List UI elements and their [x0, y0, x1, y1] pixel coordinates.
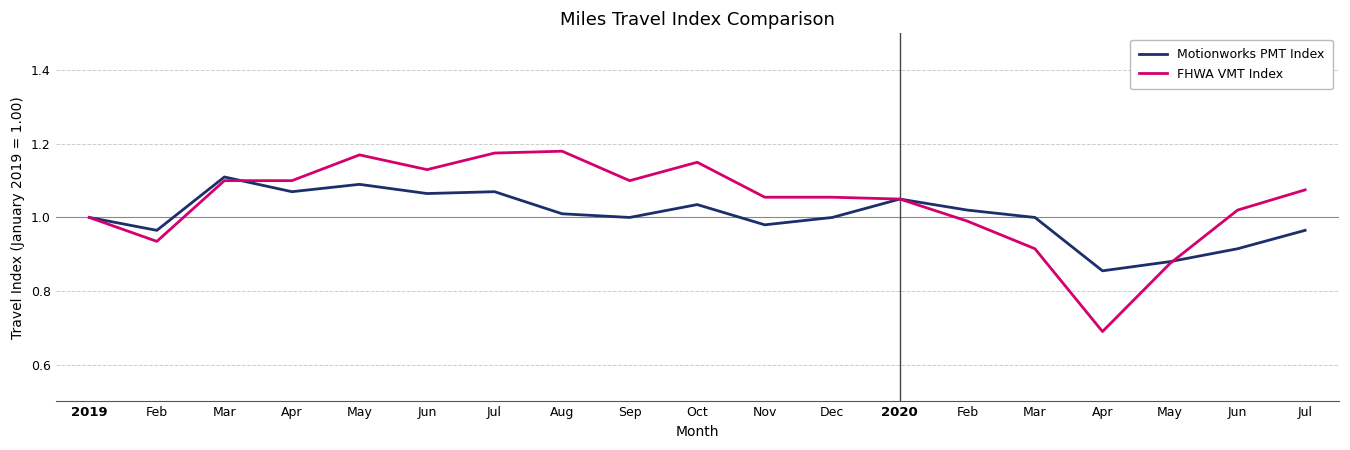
FHWA VMT Index	[1297, 187, 1314, 193]
FHWA VMT Index	[216, 178, 232, 183]
Line: Motionworks PMT Index: Motionworks PMT Index	[89, 177, 1305, 271]
FHWA VMT Index	[1027, 246, 1044, 252]
Motionworks PMT Index	[351, 182, 367, 187]
FHWA VMT Index	[1095, 329, 1111, 334]
FHWA VMT Index	[351, 152, 367, 158]
Motionworks PMT Index	[621, 215, 637, 220]
X-axis label: Month: Month	[675, 425, 720, 439]
FHWA VMT Index	[418, 167, 435, 172]
Motionworks PMT Index	[418, 191, 435, 196]
FHWA VMT Index	[1162, 261, 1179, 266]
Motionworks PMT Index	[825, 215, 841, 220]
FHWA VMT Index	[486, 150, 502, 156]
Motionworks PMT Index	[148, 228, 165, 233]
Title: Miles Travel Index Comparison: Miles Travel Index Comparison	[560, 11, 834, 29]
Motionworks PMT Index	[1230, 246, 1246, 252]
Motionworks PMT Index	[81, 215, 97, 220]
FHWA VMT Index	[148, 238, 165, 244]
FHWA VMT Index	[688, 160, 705, 165]
FHWA VMT Index	[554, 148, 570, 154]
FHWA VMT Index	[960, 218, 976, 224]
Motionworks PMT Index	[1095, 268, 1111, 274]
Motionworks PMT Index	[216, 174, 232, 180]
Motionworks PMT Index	[1027, 215, 1044, 220]
FHWA VMT Index	[892, 196, 909, 202]
Motionworks PMT Index	[486, 189, 502, 194]
Y-axis label: Travel Index (January 2019 = 1.00): Travel Index (January 2019 = 1.00)	[11, 96, 26, 339]
Motionworks PMT Index	[554, 211, 570, 216]
FHWA VMT Index	[1230, 207, 1246, 213]
Legend: Motionworks PMT Index, FHWA VMT Index: Motionworks PMT Index, FHWA VMT Index	[1130, 40, 1332, 90]
Motionworks PMT Index	[1297, 228, 1314, 233]
FHWA VMT Index	[756, 194, 772, 200]
Line: FHWA VMT Index: FHWA VMT Index	[89, 151, 1305, 332]
Motionworks PMT Index	[892, 196, 909, 202]
FHWA VMT Index	[284, 178, 300, 183]
FHWA VMT Index	[81, 215, 97, 220]
FHWA VMT Index	[825, 194, 841, 200]
Motionworks PMT Index	[756, 222, 772, 228]
Motionworks PMT Index	[1162, 259, 1179, 264]
Motionworks PMT Index	[284, 189, 300, 194]
Motionworks PMT Index	[688, 202, 705, 207]
Motionworks PMT Index	[960, 207, 976, 213]
FHWA VMT Index	[621, 178, 637, 183]
